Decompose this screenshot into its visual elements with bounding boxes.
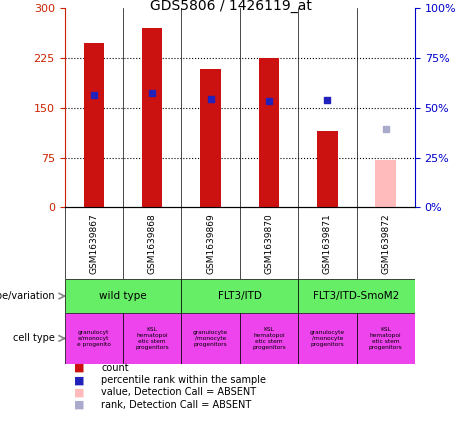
Point (148, 89, 156, 96)
Text: ■: ■ (74, 375, 84, 385)
Bar (83, 43, 104, 207)
Text: GSM1639872: GSM1639872 (381, 213, 390, 274)
Text: granulocyte
/monocyte
progenitors: granulocyte /monocyte progenitors (193, 330, 228, 347)
Bar (298, 279, 415, 313)
Text: wild type: wild type (99, 291, 147, 301)
Text: GSM1639871: GSM1639871 (323, 213, 332, 274)
Text: percentile rank within the sample: percentile rank within the sample (101, 375, 266, 385)
Bar (240, 313, 298, 364)
Text: KSL
hematopoi
etic stem
progenitors: KSL hematopoi etic stem progenitors (369, 327, 402, 349)
Text: GSM1639867: GSM1639867 (89, 213, 98, 274)
Text: granulocyte
/monocyte
progenitors: granulocyte /monocyte progenitors (310, 330, 345, 347)
Text: ■: ■ (74, 400, 84, 409)
Text: value, Detection Call = ABSENT: value, Detection Call = ABSENT (101, 387, 256, 398)
Bar (181, 279, 298, 313)
Text: FLT3/ITD-SmoM2: FLT3/ITD-SmoM2 (313, 291, 400, 301)
Text: GSM1639870: GSM1639870 (265, 213, 273, 274)
Text: GDS5806 / 1426119_at: GDS5806 / 1426119_at (149, 0, 312, 14)
Bar (375, 159, 396, 207)
Text: count: count (101, 363, 129, 373)
Bar (65, 313, 123, 364)
Text: granulocyt
e/monocyt
e progenito: granulocyt e/monocyt e progenito (77, 330, 111, 347)
Text: genotype/variation: genotype/variation (0, 291, 55, 301)
Text: cell type: cell type (13, 333, 55, 343)
Point (382, 126, 390, 132)
Point (265, 98, 272, 104)
Text: ■: ■ (74, 363, 84, 373)
Bar (259, 58, 279, 207)
Text: ■: ■ (74, 387, 84, 398)
Text: GSM1639869: GSM1639869 (206, 213, 215, 274)
Text: GSM1639868: GSM1639868 (148, 213, 157, 274)
Bar (65, 279, 181, 313)
Point (207, 96, 214, 103)
Bar (356, 313, 415, 364)
Bar (181, 313, 240, 364)
Bar (142, 28, 162, 207)
Bar (200, 69, 221, 207)
Text: KSL
hematopoi
etic stem
progenitors: KSL hematopoi etic stem progenitors (252, 327, 286, 349)
Text: rank, Detection Call = ABSENT: rank, Detection Call = ABSENT (101, 400, 252, 409)
Bar (123, 313, 181, 364)
Point (324, 96, 331, 103)
Text: KSL
hematopoi
etic stem
progenitors: KSL hematopoi etic stem progenitors (135, 327, 169, 349)
Point (90, 91, 97, 98)
Bar (298, 313, 356, 364)
Text: FLT3/ITD: FLT3/ITD (218, 291, 262, 301)
Bar (317, 131, 337, 207)
